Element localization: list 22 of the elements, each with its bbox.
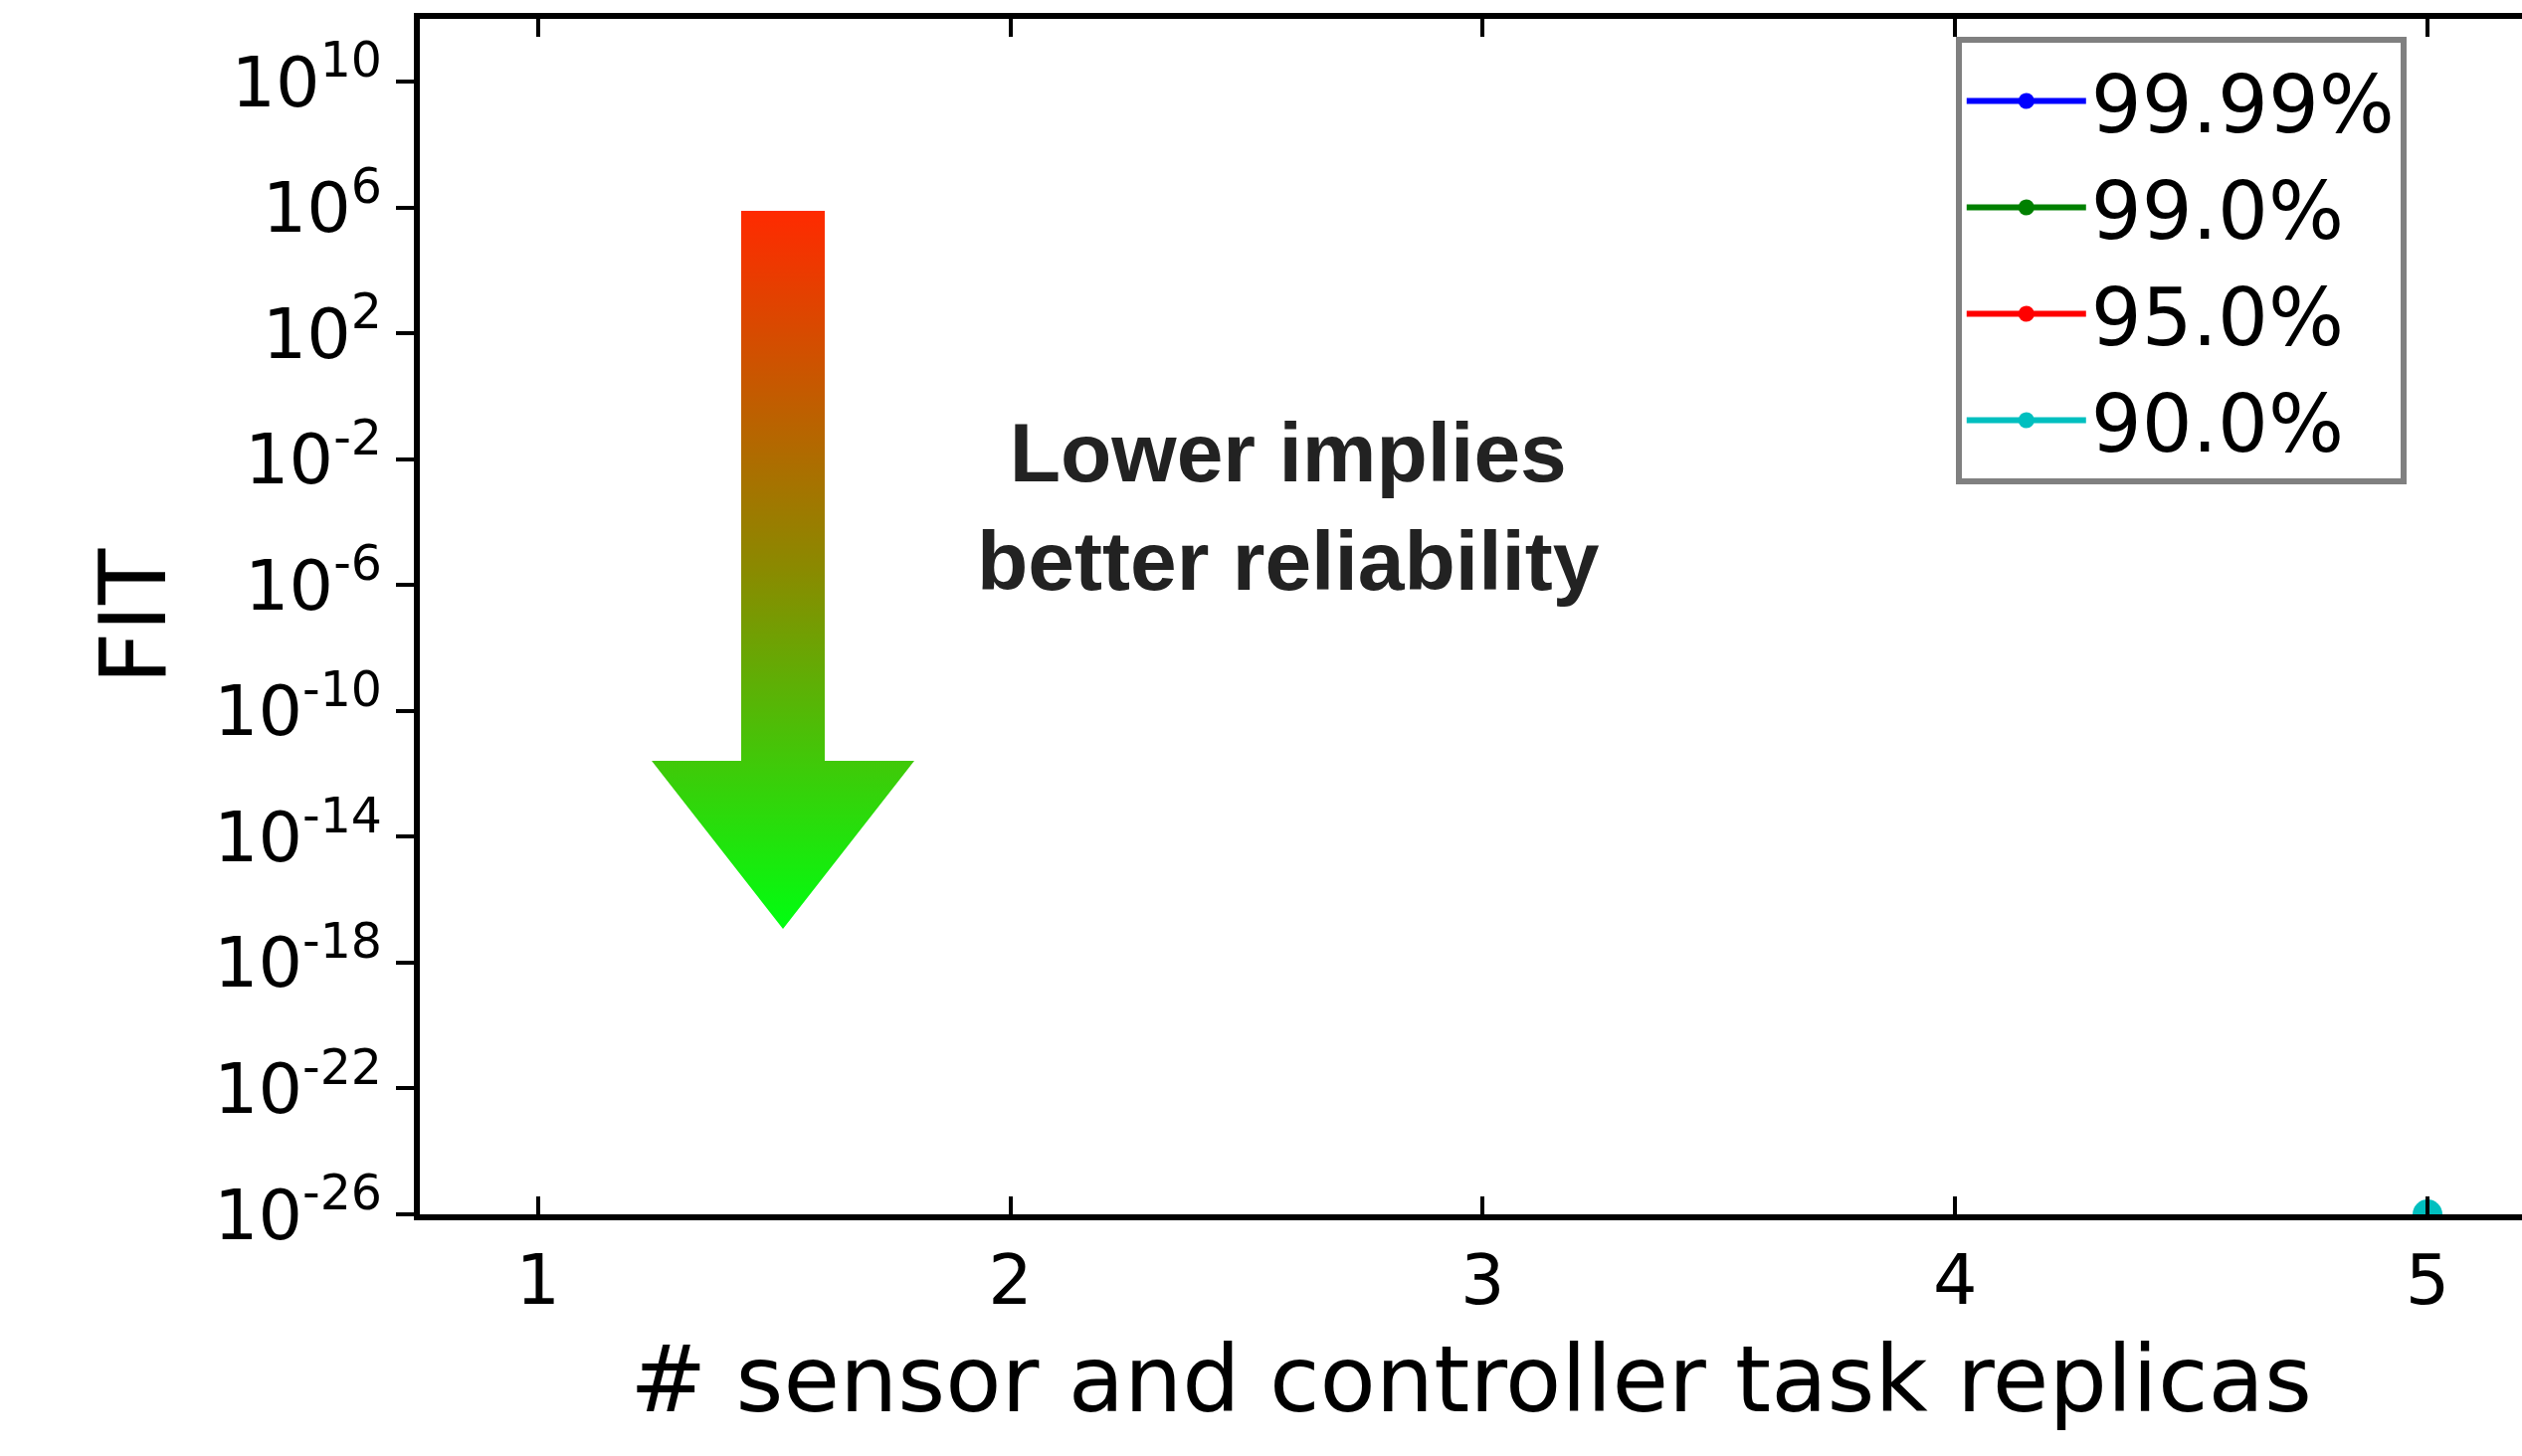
- x-axis-title: # sensor and controller task replicas: [630, 1327, 2312, 1434]
- x-tick-label: 3: [1460, 1239, 1505, 1321]
- y-tick-label: 10$^{-14}$: [213, 787, 382, 878]
- legend-label: 90.0%: [2090, 377, 2344, 470]
- y-tick-label: 10$^{-22}$: [213, 1038, 382, 1130]
- y-tick-label: 10$^{-2}$: [245, 409, 382, 501]
- y-tick-label: 10$^{10}$: [231, 32, 382, 123]
- y-tick-label: 10$^{-10}$: [213, 660, 382, 753]
- y-tick-label: 10$^{2}$: [262, 283, 382, 375]
- y-axis-title: FIT: [80, 548, 187, 685]
- y-tick-label: 10$^{-18}$: [213, 913, 382, 1004]
- legend-label: 99.0%: [2090, 164, 2344, 258]
- legend-label: 95.0%: [2090, 271, 2344, 364]
- y-tick-label: 10$^{6}$: [262, 157, 382, 250]
- x-tick-label: 1: [515, 1239, 560, 1321]
- annotation: Lower implies better reliability: [977, 406, 1600, 609]
- y-tick-label: 10$^{-6}$: [245, 535, 382, 627]
- legend-label: 99.99%: [2090, 58, 2395, 151]
- x-tick-label: 4: [1932, 1239, 1978, 1321]
- x-tick-label: 2: [988, 1239, 1033, 1321]
- x-tick-label: 5: [2405, 1239, 2450, 1321]
- y-tick-label: 10$^{-26}$: [213, 1165, 382, 1256]
